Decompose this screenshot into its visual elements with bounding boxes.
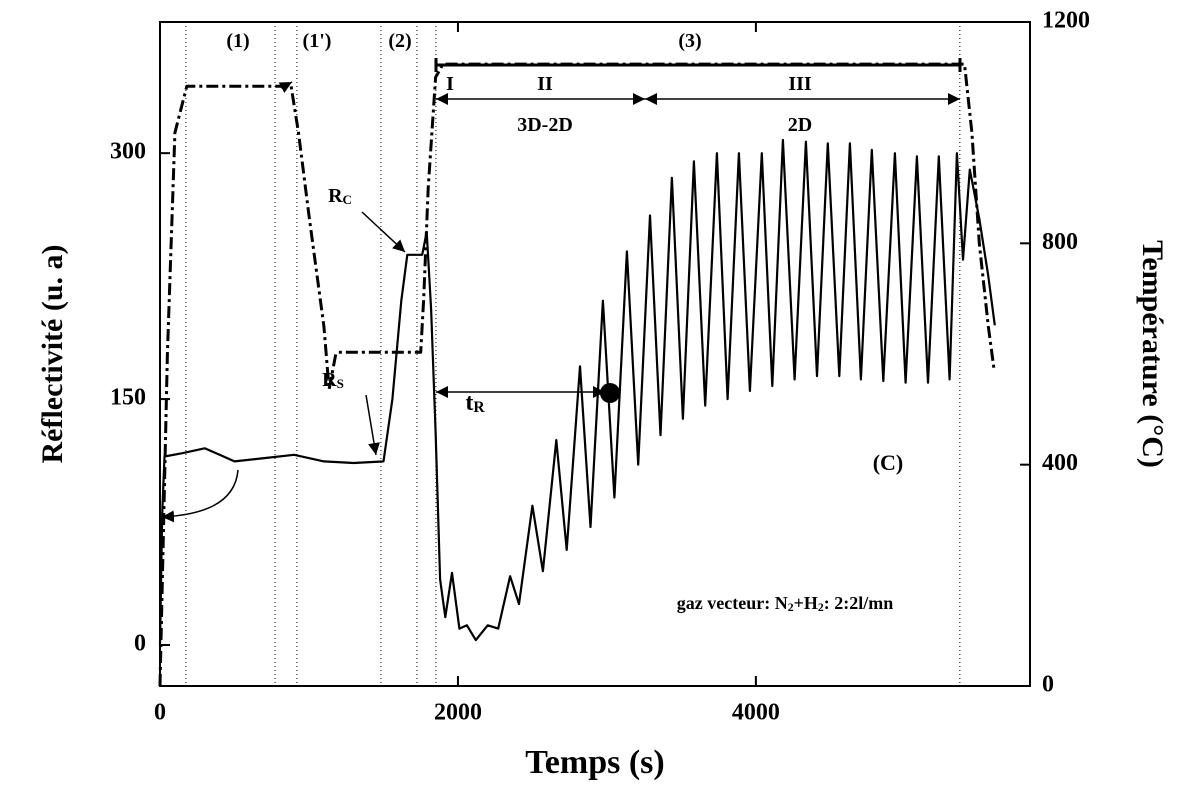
annotation: (1) bbox=[226, 30, 249, 52]
annotation: II bbox=[537, 73, 553, 95]
annotation-part: 3D-2D bbox=[517, 114, 573, 136]
annotation-part: : 2:2l/mn bbox=[824, 593, 894, 613]
annotation-part: R bbox=[328, 185, 343, 207]
annotation-part: +H bbox=[794, 593, 818, 613]
annotation-subscript: 2 bbox=[788, 601, 794, 614]
annotation: I bbox=[446, 73, 454, 95]
y2-tick-label: 0 bbox=[1042, 672, 1054, 698]
marker-dot bbox=[600, 383, 620, 403]
annotation-part: (2) bbox=[388, 30, 411, 52]
annotation: 2D bbox=[788, 114, 812, 136]
annotation: (3) bbox=[678, 30, 701, 52]
y2-tick-label: 800 bbox=[1042, 229, 1078, 255]
annotation-subscript: 2 bbox=[818, 601, 824, 614]
annotation-part: t bbox=[465, 390, 473, 416]
annotation: RC bbox=[328, 185, 352, 207]
annotation-subscript: C bbox=[343, 192, 352, 207]
annotation-part: 2D bbox=[788, 114, 812, 136]
series-line bbox=[158, 138, 996, 646]
annotation-part: I bbox=[446, 73, 454, 95]
annotation-part: (1) bbox=[226, 30, 249, 52]
y-tick-label: 0 bbox=[134, 631, 146, 657]
y-tick-label: 300 bbox=[110, 139, 146, 165]
annotation: (2) bbox=[388, 30, 411, 52]
y-axis-label: Réflectivité (u. a) bbox=[36, 244, 69, 463]
y2-tick-label: 400 bbox=[1042, 450, 1078, 476]
y2-tick-label: 1200 bbox=[1042, 8, 1090, 34]
annotation-part: III bbox=[788, 73, 812, 95]
x-tick-label: 2000 bbox=[434, 700, 482, 726]
annotation-part: (1') bbox=[303, 30, 332, 52]
annotation: gaz vecteur: N2+H2: 2:2l/mn bbox=[677, 593, 893, 614]
annotation-part: gaz vecteur: N bbox=[677, 593, 788, 613]
y2-axis-label: Température (°C) bbox=[1136, 240, 1169, 468]
annotation: 3D-2D bbox=[517, 114, 573, 136]
annotation: III bbox=[788, 73, 812, 95]
annotation-part: II bbox=[537, 73, 553, 95]
annotation-part: R bbox=[322, 369, 337, 391]
x-axis-label: Temps (s) bbox=[525, 744, 665, 781]
x-tick-label: 0 bbox=[154, 700, 166, 726]
y-tick-label: 150 bbox=[110, 385, 146, 411]
annotation: (1') bbox=[303, 30, 332, 52]
x-tick-label: 4000 bbox=[732, 700, 780, 726]
plot-frame bbox=[159, 21, 1031, 687]
annotation: tR bbox=[465, 390, 485, 417]
annotation-subscript: S bbox=[337, 376, 344, 391]
annotation: (C) bbox=[873, 450, 904, 475]
annotation: RS bbox=[322, 369, 344, 391]
annotation-part: (3) bbox=[678, 30, 701, 52]
annotation-subscript: R bbox=[473, 399, 485, 416]
annotation-part: (C) bbox=[873, 450, 904, 475]
